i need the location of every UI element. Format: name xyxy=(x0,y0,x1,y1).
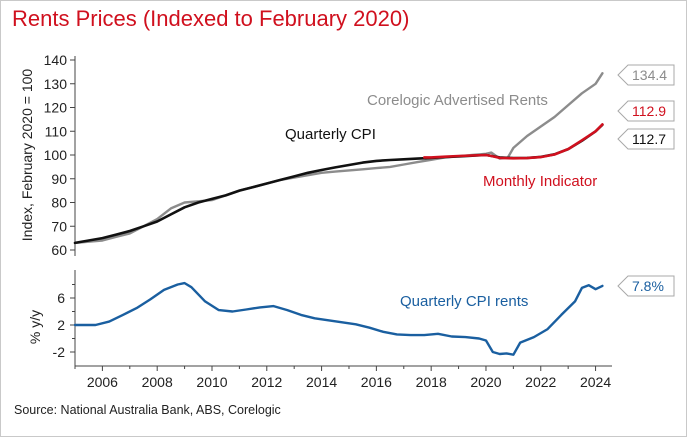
corelogic-line xyxy=(73,72,604,245)
top-y-tick-label: 90 xyxy=(51,171,67,187)
x-tick-label: 2020 xyxy=(470,374,501,390)
cpi-rents-annotation: Quarterly CPI rents xyxy=(400,293,528,310)
x-tick-label: 2010 xyxy=(196,374,227,390)
top-y-tick-label: 100 xyxy=(44,147,68,163)
cpi-rents-line xyxy=(73,281,604,356)
x-tick-label: 2024 xyxy=(580,374,611,390)
x-tick-label: 2006 xyxy=(87,374,118,390)
cpi-rents-end-value-label: 7.8% xyxy=(632,278,664,294)
corelogic-end-value-label: 134.4 xyxy=(632,67,667,83)
corelogic-annotation: Corelogic Advertised Rents xyxy=(367,92,548,109)
bottom-y-axis-title: % y/y xyxy=(27,310,43,344)
cpi-end-value-box xyxy=(617,128,675,150)
x-tick-label: 2016 xyxy=(361,374,392,390)
corelogic-end-value-box xyxy=(617,64,675,86)
source-note: Source: National Australia Bank, ABS, Co… xyxy=(14,403,281,417)
monthly-indicator-annotation: Monthly Indicator xyxy=(483,173,597,190)
top-y-tick-label: 130 xyxy=(44,76,68,92)
x-tick-label: 2008 xyxy=(142,374,173,390)
quarterly-cpi-annotation: Quarterly CPI xyxy=(285,126,376,143)
x-tick-label: 2022 xyxy=(525,374,556,390)
top-y-tick-label: 60 xyxy=(51,242,67,258)
top-y-tick-label: 120 xyxy=(44,100,68,116)
bottom-y-tick-label: 6 xyxy=(57,290,65,306)
chart-title: Rents Prices (Indexed to February 2020) xyxy=(12,6,410,31)
x-tick-label: 2018 xyxy=(416,374,447,390)
top-y-axis-title: Index, February 2020 = 100 xyxy=(19,69,35,242)
bottom-y-tick-label: -2 xyxy=(53,344,66,360)
x-tick-label: 2012 xyxy=(251,374,282,390)
top-y-tick-label: 110 xyxy=(45,123,68,139)
cpi-end-value-label: 112.7 xyxy=(632,131,666,147)
top-y-tick-label: 70 xyxy=(51,218,67,234)
x-tick-label: 2014 xyxy=(306,374,337,390)
top-y-tick-label: 140 xyxy=(44,52,68,68)
monthly-indicator-line xyxy=(423,123,604,160)
bottom-y-tick-label: 2 xyxy=(57,317,65,333)
top-y-tick-label: 80 xyxy=(51,195,67,211)
cpi-rents-end-value-box xyxy=(617,275,675,297)
monthly-end-value-label: 112.9 xyxy=(632,103,666,119)
monthly-end-value-box xyxy=(617,100,675,122)
